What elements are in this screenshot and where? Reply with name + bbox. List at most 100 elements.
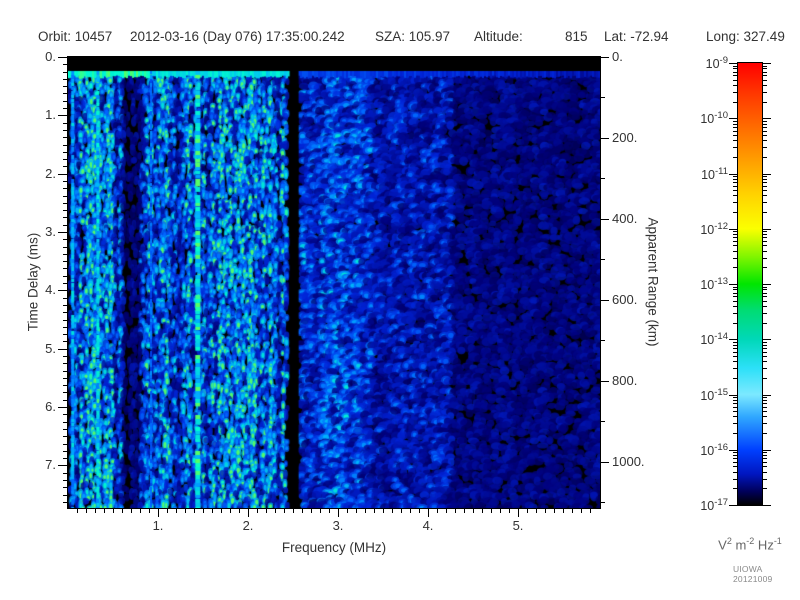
y-minor-tick <box>63 123 68 124</box>
x-minor-tick <box>275 509 276 513</box>
colorbar-minor-tick <box>733 135 737 136</box>
colorbar-tick-label: 10-14 <box>700 331 728 348</box>
colorbar-minor-tick <box>733 403 737 404</box>
y-minor-tick <box>63 371 68 372</box>
colorbar-gradient <box>738 63 762 505</box>
x-minor-tick <box>266 509 267 513</box>
colorbar-minor-tick <box>763 135 767 136</box>
y-minor-tick <box>63 334 68 335</box>
x-minor-tick <box>230 509 231 513</box>
colorbar-minor-tick <box>733 75 737 76</box>
y-minor-tick <box>63 495 68 496</box>
colorbar-minor-tick <box>763 237 767 238</box>
x-tick <box>518 509 519 517</box>
colorbar-minor-tick <box>733 241 737 242</box>
colorbar-minor-tick <box>733 179 737 180</box>
header-sza: SZA: 105.97 <box>375 29 451 44</box>
x-minor-tick <box>140 509 141 513</box>
y-minor-tick <box>63 283 68 284</box>
colorbar-minor-tick <box>733 157 737 158</box>
x-minor-tick <box>482 509 483 513</box>
colorbar-minor-tick <box>733 411 737 412</box>
colorbar-minor-tick <box>733 407 737 408</box>
y-minor-tick <box>63 196 68 197</box>
colorbar-minor-tick <box>763 313 767 314</box>
colorbar-minor-tick <box>763 293 767 294</box>
colorbar-minor-tick <box>763 287 767 288</box>
y2-tick-label: 600. <box>612 292 638 307</box>
y-minor-tick <box>63 93 68 94</box>
x-minor-tick <box>572 509 573 513</box>
x-minor-tick <box>302 509 303 513</box>
colorbar-tick <box>763 229 771 230</box>
y2-tick-label: 800. <box>612 373 638 388</box>
y-minor-tick <box>63 363 68 364</box>
y-tick <box>58 57 68 58</box>
x-minor-tick <box>365 509 366 513</box>
colorbar-minor-tick <box>763 80 767 81</box>
y-minor-tick <box>63 268 68 269</box>
y-tick <box>58 174 68 175</box>
y2-minor-tick <box>601 502 605 503</box>
colorbar-minor-tick <box>733 251 737 252</box>
colorbar-minor-tick <box>733 342 737 343</box>
y2-tick <box>601 381 609 382</box>
colorbar-minor-tick <box>733 352 737 353</box>
y-minor-tick <box>63 436 68 437</box>
colorbar-minor-tick <box>763 403 767 404</box>
colorbar-minor-tick <box>763 466 767 467</box>
x-minor-tick <box>383 509 384 513</box>
colorbar-minor-tick <box>763 345 767 346</box>
x-tick-label: 4. <box>422 518 434 533</box>
colorbar-minor-tick <box>763 306 767 307</box>
x-minor-tick <box>437 509 438 513</box>
x-tick <box>338 509 339 517</box>
colorbar-minor-tick <box>763 140 767 141</box>
colorbar-minor-tick <box>763 182 767 183</box>
y-minor-tick <box>63 137 68 138</box>
x-minor-tick <box>194 509 195 513</box>
colorbar-minor-tick <box>763 356 767 357</box>
colorbar-minor-tick <box>733 66 737 67</box>
y-minor-tick <box>63 451 68 452</box>
x-tick <box>248 509 249 517</box>
colorbar-minor-tick <box>763 212 767 213</box>
colorbar-tick <box>729 63 737 64</box>
colorbar-tick <box>729 339 737 340</box>
colorbar-minor-tick <box>733 85 737 86</box>
y-tick-label: 2. <box>45 166 56 181</box>
header-longitude: Long: 327.49 <box>706 29 785 44</box>
colorbar-minor-tick <box>763 397 767 398</box>
y-minor-tick <box>63 400 68 401</box>
colorbar-minor-tick <box>763 301 767 302</box>
colorbar-minor-tick <box>733 455 737 456</box>
colorbar-minor-tick <box>733 186 737 187</box>
y2-minor-tick <box>601 178 605 179</box>
y-minor-tick <box>63 378 68 379</box>
colorbar-minor-tick <box>763 323 767 324</box>
credit-text: UIOWA 20121009 <box>733 564 773 584</box>
x-minor-tick <box>410 509 411 513</box>
colorbar-minor-tick <box>763 407 767 408</box>
colorbar-minor-tick <box>763 472 767 473</box>
colorbar-minor-tick <box>763 234 767 235</box>
colorbar-unit-label: V2 m-2 Hz-1 <box>718 536 782 553</box>
colorbar-minor-tick <box>763 342 767 343</box>
colorbar-minor-tick <box>733 267 737 268</box>
y-minor-tick <box>63 356 68 357</box>
colorbar-minor-tick <box>763 348 767 349</box>
y2-axis-title: Apparent Range (km) <box>645 217 661 347</box>
x-minor-tick <box>311 509 312 513</box>
x-minor-tick <box>284 509 285 513</box>
colorbar-minor-tick <box>763 92 767 93</box>
colorbar-minor-tick <box>733 245 737 246</box>
colorbar-minor-tick <box>763 416 767 417</box>
x-axis-title: Frequency (MHz) <box>281 540 387 555</box>
x-minor-tick <box>113 509 114 513</box>
y-minor-tick <box>63 392 68 393</box>
colorbar-minor-tick <box>733 237 737 238</box>
y2-minor-tick <box>601 97 605 98</box>
y2-tick <box>601 138 609 139</box>
header-latitude: Lat: -72.94 <box>604 29 669 44</box>
